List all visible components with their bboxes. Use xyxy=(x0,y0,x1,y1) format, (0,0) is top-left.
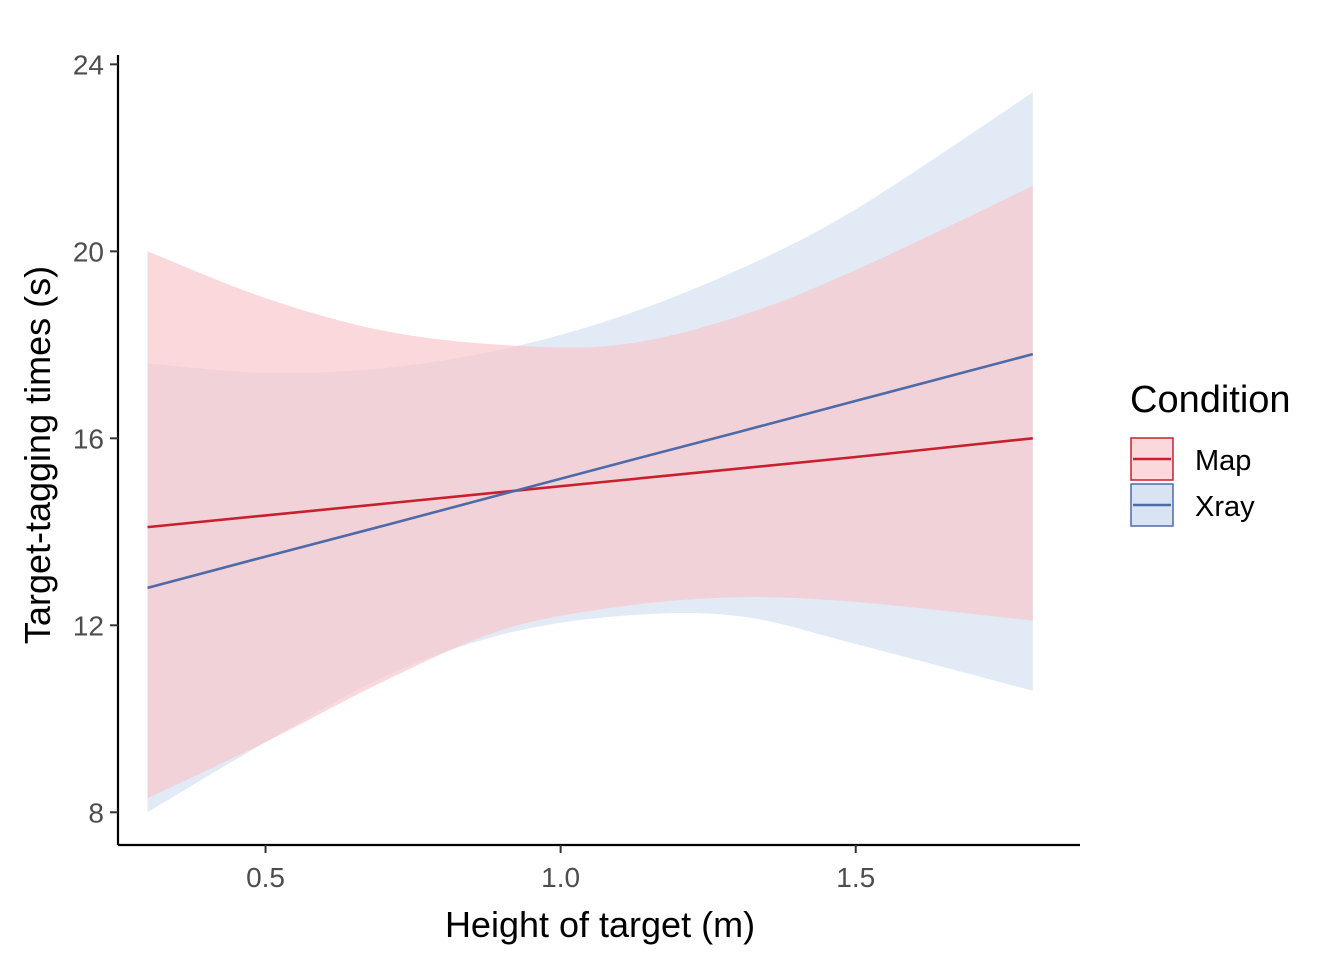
y-tick-label: 20 xyxy=(73,236,104,267)
series-line-map xyxy=(147,437,1033,529)
x-tick-label: 1.5 xyxy=(836,862,875,893)
axes: 8 12 16 20 24 0.5 1.0 1.5 xyxy=(73,49,1080,893)
legend-label-map: Map xyxy=(1195,445,1251,477)
x-tick-label: 0.5 xyxy=(246,862,285,893)
x-axis-title: Height of target (m) xyxy=(445,904,755,945)
y-tick-label: 16 xyxy=(73,423,104,454)
legend: Condition Map Xray xyxy=(1130,379,1291,527)
legend-label-xray: Xray xyxy=(1195,491,1255,523)
confidence-bands xyxy=(147,92,1033,813)
y-tick-label: 24 xyxy=(73,49,104,80)
y-axis-title: Target-tagging times (s) xyxy=(17,266,58,644)
y-tick-label: 8 xyxy=(88,797,104,828)
series-line-xray xyxy=(147,352,1034,590)
series-lines xyxy=(147,352,1034,590)
y-tick-label: 12 xyxy=(73,610,104,641)
confidence-band-map xyxy=(147,185,1033,799)
x-tick-label: 1.0 xyxy=(541,862,580,893)
legend-title: Condition xyxy=(1130,379,1291,421)
